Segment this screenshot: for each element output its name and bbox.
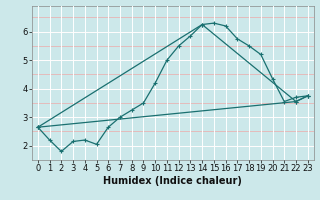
X-axis label: Humidex (Indice chaleur): Humidex (Indice chaleur): [103, 176, 242, 186]
